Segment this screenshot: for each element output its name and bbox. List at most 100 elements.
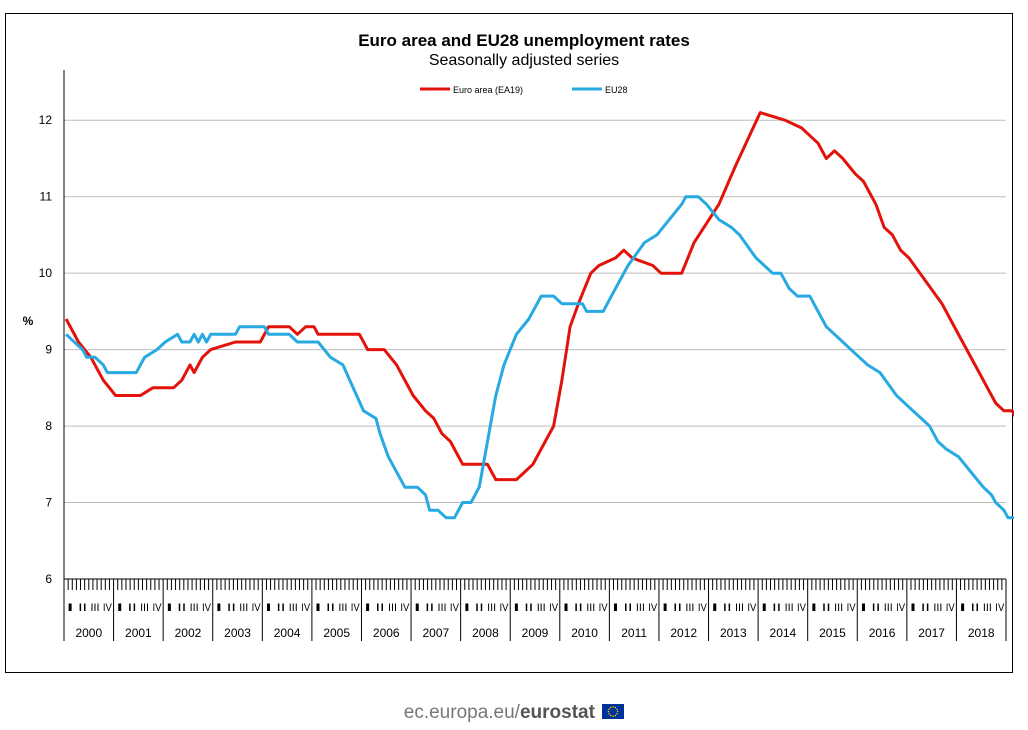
flag-star xyxy=(616,713,618,715)
y-tick-label: 6 xyxy=(45,572,52,586)
x-year-label: 2003 xyxy=(224,626,251,640)
x-year-label: 2004 xyxy=(274,626,301,640)
x-quarter-label: IV xyxy=(152,602,162,614)
flag-star xyxy=(608,713,610,715)
flag-star xyxy=(610,706,612,709)
x-quarter-label: I xyxy=(809,602,818,614)
y-tick-label: 11 xyxy=(40,190,53,204)
flag-star xyxy=(612,715,614,717)
x-quarter-label: I xyxy=(462,602,471,614)
x-quarter-label: IV xyxy=(648,602,658,614)
x-quarter-label: II xyxy=(276,602,285,614)
x-quarter-label: III xyxy=(983,602,992,614)
x-year-label: 2011 xyxy=(621,626,647,640)
x-quarter-label: III xyxy=(537,602,546,614)
flag-star xyxy=(616,708,618,710)
chart-subtitle: Seasonally adjusted series xyxy=(429,52,619,69)
x-quarter-label: I xyxy=(760,602,769,614)
x-quarter-label: IV xyxy=(896,602,906,614)
x-quarter-label: III xyxy=(785,602,794,614)
y-tick-label: 7 xyxy=(45,496,52,510)
y-tick-label: 8 xyxy=(45,419,52,433)
footer-brand: eurostat xyxy=(519,702,595,723)
eu-flag-icon xyxy=(602,704,625,719)
x-quarter-label: I xyxy=(859,602,868,614)
x-quarter-label: II xyxy=(623,602,632,614)
flag-star xyxy=(617,710,619,713)
x-quarter-label: III xyxy=(884,602,893,614)
x-quarter-label: II xyxy=(425,602,434,614)
x-quarter-label: II xyxy=(871,602,880,614)
x-quarter-label: II xyxy=(921,602,930,614)
x-quarter-label: II xyxy=(376,602,385,614)
x-quarter-label: III xyxy=(438,602,447,614)
y-tick-label: 10 xyxy=(39,266,53,280)
x-quarter-label: I xyxy=(561,602,570,614)
x-quarter-label: II xyxy=(822,602,831,614)
x-quarter-label: IV xyxy=(599,602,609,614)
x-quarter-label: II xyxy=(227,602,236,614)
x-quarter-label: II xyxy=(78,602,87,614)
x-quarter-label: I xyxy=(512,602,521,614)
x-quarter-label: III xyxy=(239,602,248,614)
flag-star xyxy=(610,714,612,717)
x-quarter-label: III xyxy=(834,602,843,614)
x-quarter-label: II xyxy=(772,602,781,614)
y-tick-label: 9 xyxy=(45,343,52,357)
x-quarter-label: I xyxy=(661,602,670,614)
series-line-ea19 xyxy=(64,111,1014,482)
x-quarter-label: III xyxy=(338,602,347,614)
x-year-label: 2008 xyxy=(472,626,499,640)
y-axis-label: % xyxy=(23,314,34,328)
x-quarter-label: IV xyxy=(747,602,757,614)
x-quarter-label: IV xyxy=(450,602,460,614)
x-quarter-label: IV xyxy=(252,602,262,614)
x-quarter-label: III xyxy=(636,602,645,614)
footer-site: ec.europa.eu/ xyxy=(403,702,520,723)
x-year-label: 2006 xyxy=(373,626,400,640)
x-quarter-label: II xyxy=(475,602,484,614)
x-year-label: 2001 xyxy=(125,626,152,640)
x-quarter-label: I xyxy=(264,602,273,614)
x-quarter-label: IV xyxy=(400,602,410,614)
x-quarter-label: III xyxy=(90,602,99,614)
x-year-label: 2018 xyxy=(968,626,995,640)
x-quarter-label: III xyxy=(586,602,595,614)
line-chart: Euro area and EU28 unemployment rates Se… xyxy=(23,31,1014,641)
x-quarter-label: I xyxy=(958,602,967,614)
x-quarter-label: IV xyxy=(995,602,1005,614)
x-year-label: 2005 xyxy=(323,626,350,640)
x-quarter-label: III xyxy=(190,602,199,614)
x-quarter-label: III xyxy=(388,602,397,614)
x-year-label: 2016 xyxy=(869,626,896,640)
chart-title: Euro area and EU28 unemployment rates xyxy=(358,31,690,50)
x-quarter-label: III xyxy=(685,602,694,614)
x-quarter-label: IV xyxy=(847,602,857,614)
legend: Euro area (EA19) EU28 xyxy=(420,85,628,95)
x-year-label: 2000 xyxy=(75,626,102,640)
x-quarter-label: IV xyxy=(301,602,311,614)
x-quarter-label: III xyxy=(735,602,744,614)
x-year-label: 2014 xyxy=(770,626,797,640)
x-year-label: 2009 xyxy=(522,626,549,640)
x-quarter-label: IV xyxy=(549,602,559,614)
x-quarter-label: IV xyxy=(351,602,361,614)
series-line-eu28 xyxy=(65,195,1014,520)
flag-star xyxy=(614,714,617,717)
x-quarter-label: I xyxy=(363,602,372,614)
x-year-label: 2013 xyxy=(720,626,747,640)
x-quarter-label: II xyxy=(723,602,732,614)
x-quarter-label: I xyxy=(611,602,620,614)
x-quarter-label: I xyxy=(66,602,75,614)
y-tick-label: 12 xyxy=(39,113,53,127)
x-quarter-label: I xyxy=(214,602,223,614)
x-year-label: 2012 xyxy=(670,626,697,640)
x-quarter-label: III xyxy=(140,602,149,614)
x-quarter-label: IV xyxy=(797,602,807,614)
x-quarter-label: I xyxy=(413,602,422,614)
x-quarter-label: II xyxy=(177,602,186,614)
x-quarter-label: I xyxy=(909,602,918,614)
legend-label-eu28: EU28 xyxy=(605,85,628,95)
x-quarter-label: II xyxy=(326,602,335,614)
